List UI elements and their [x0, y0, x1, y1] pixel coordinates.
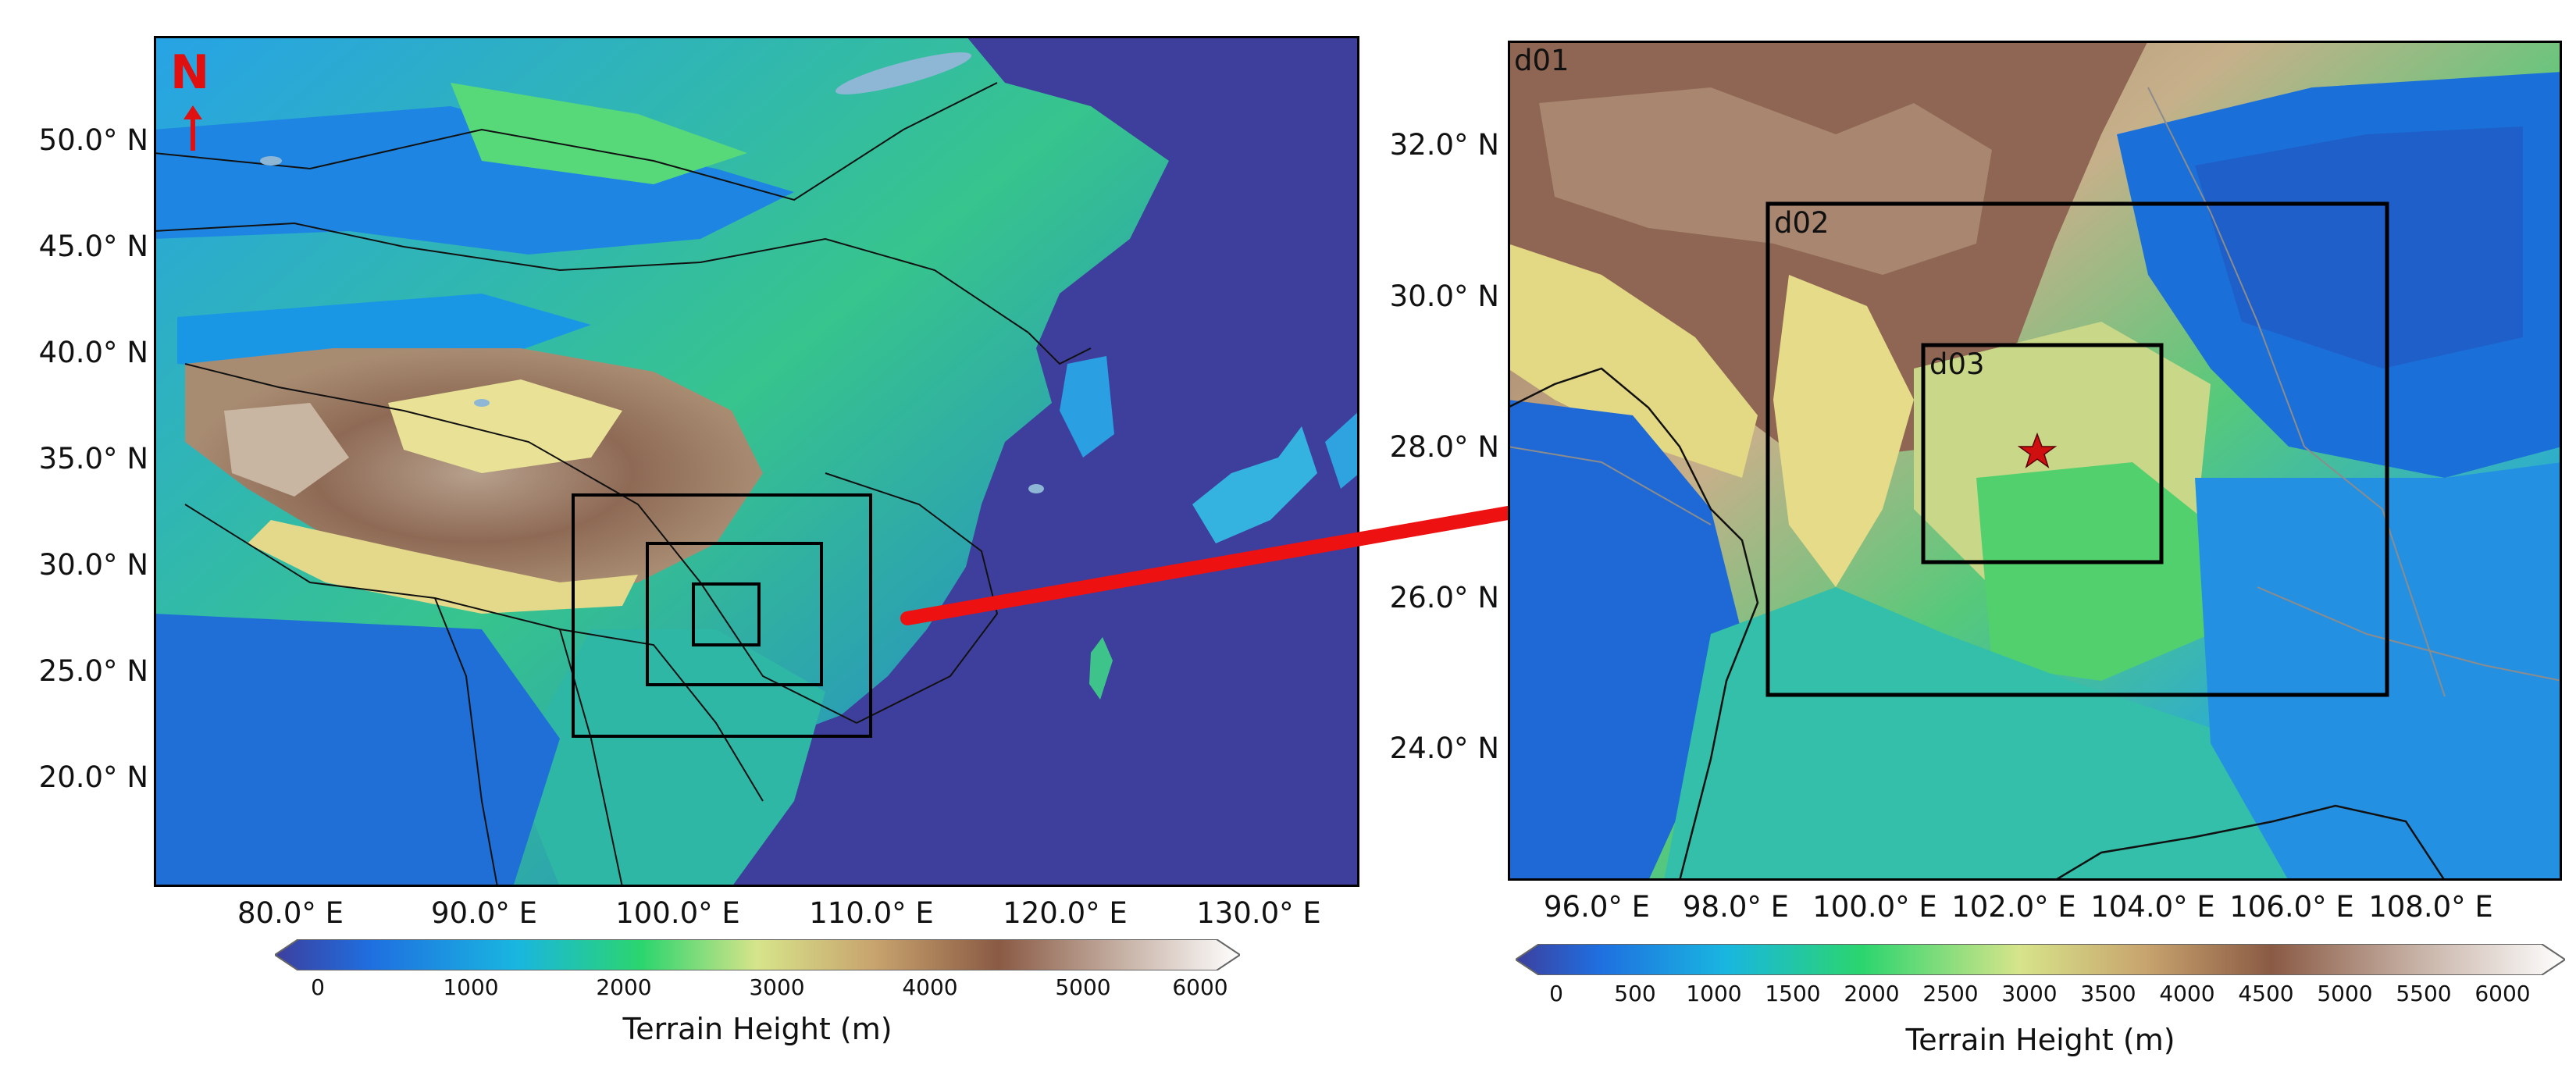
lon-label: 100.0° E — [615, 896, 740, 930]
lon-label: 130.0° E — [1196, 896, 1321, 930]
lon-label: 110.0° E — [809, 896, 934, 930]
colorbar-tick: 500 — [1614, 981, 1656, 1006]
domain-label-d02: d02 — [1774, 206, 1830, 240]
colorbar-tick: 4000 — [902, 974, 958, 1000]
lat-label: 30.0° N — [38, 548, 148, 582]
colorbar-tick: 4500 — [2238, 981, 2294, 1006]
province-borders — [1508, 87, 2562, 697]
left-terrain-map — [154, 36, 1359, 887]
country-borders — [154, 82, 1092, 887]
lat-label: 30.0° N — [1389, 280, 1499, 313]
north-arrow-icon — [183, 105, 202, 151]
colorbar-tick: 2000 — [596, 974, 652, 1000]
lat-label: 35.0° N — [38, 442, 148, 475]
lon-label: 108.0° E — [2368, 890, 2493, 924]
colorbar-tick: 2500 — [1922, 981, 1979, 1006]
left-colorbar-gradient — [273, 938, 1242, 971]
lat-label: 28.0° N — [1389, 430, 1499, 464]
right-map-terrain — [1508, 41, 2562, 881]
colorbar-tick: 1000 — [1686, 981, 1742, 1006]
lat-label: 20.0° N — [38, 760, 148, 794]
right-colorbar-title: Terrain Height (m) — [1905, 1023, 2175, 1057]
colorbar-tick: 4000 — [2159, 981, 2215, 1006]
left-colorbar — [273, 938, 1242, 971]
colorbar-tick: 6000 — [1172, 974, 1228, 1000]
domain-box-d01 — [572, 493, 872, 738]
colorbar-tick: 0 — [1549, 981, 1563, 1006]
lon-label: 90.0° E — [430, 896, 538, 930]
right-colorbar — [1514, 943, 2567, 976]
colorbar-tick: 5000 — [2317, 981, 2373, 1006]
colorbar-tick: 0 — [311, 974, 325, 1000]
colorbar-tick: 5500 — [2396, 981, 2452, 1006]
domain-box-d03 — [1921, 343, 2164, 564]
colorbar-tick: 5000 — [1055, 974, 1111, 1000]
colorbar-tick: 1500 — [1765, 981, 1821, 1006]
country-borders — [1508, 367, 2446, 881]
domain-label-d01: d01 — [1514, 44, 1569, 77]
lat-label: 40.0° N — [38, 336, 148, 369]
lakes — [260, 52, 1044, 493]
lat-label: 24.0° N — [1389, 732, 1499, 765]
lon-label: 106.0° E — [2229, 890, 2354, 924]
lon-label: 100.0° E — [1812, 890, 1937, 924]
domain-box-d02 — [646, 542, 823, 686]
lon-label: 102.0° E — [1951, 890, 2076, 924]
lat-label: 25.0° N — [38, 654, 148, 688]
domain-box-d03 — [692, 582, 761, 646]
lat-label: 50.0° N — [38, 123, 148, 157]
colorbar-tick: 1000 — [443, 974, 499, 1000]
domain-box-d02 — [1765, 201, 2389, 697]
lon-label: 120.0° E — [1003, 896, 1128, 930]
colorbar-tick: 3000 — [749, 974, 805, 1000]
lat-label: 26.0° N — [1389, 581, 1499, 614]
north-label: N — [170, 45, 210, 100]
domain-label-d03: d03 — [1929, 347, 1985, 381]
colorbar-tick: 6000 — [2474, 981, 2531, 1006]
lat-label: 45.0° N — [38, 230, 148, 263]
left-map-terrain — [154, 36, 1359, 887]
colorbar-tick: 3000 — [2001, 981, 2058, 1006]
left-colorbar-title: Terrain Height (m) — [622, 1012, 893, 1046]
lon-label: 98.0° E — [1682, 890, 1790, 924]
lon-label: 80.0° E — [237, 896, 344, 930]
colorbar-tick: 2000 — [1844, 981, 1900, 1006]
right-colorbar-gradient — [1514, 943, 2567, 976]
right-terrain-map: d01 d02 d03 — [1508, 41, 2562, 881]
colorbar-tick: 3500 — [2080, 981, 2136, 1006]
lon-label: 96.0° E — [1543, 890, 1651, 924]
lat-label: 32.0° N — [1389, 128, 1499, 162]
lon-label: 104.0° E — [2090, 890, 2215, 924]
station-star-icon — [2017, 432, 2058, 468]
